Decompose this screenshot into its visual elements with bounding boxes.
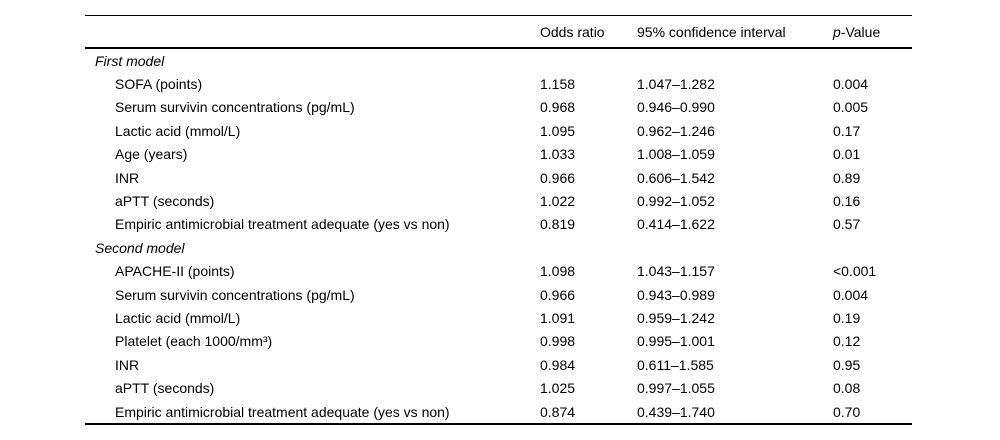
table-row: APACHE-II (points) 1.098 1.043–1.157 <0.001 bbox=[85, 260, 912, 283]
odds-ratio-value: 1.095 bbox=[540, 122, 576, 139]
parameter-label: INR bbox=[115, 356, 140, 373]
table-row: aPTT (seconds) 1.025 0.997–1.055 0.08 bbox=[85, 376, 912, 399]
odds-ratio-value: 0.984 bbox=[540, 356, 576, 373]
table-row: aPTT (seconds) 1.022 0.992–1.052 0.16 bbox=[85, 189, 912, 212]
parameter-label: Empiric antimicrobial treatment adequate… bbox=[115, 216, 450, 233]
confidence-interval-value: 0.611–1.585 bbox=[637, 356, 714, 373]
table-row: Lactic acid (mmol/L) 1.091 0.959–1.242 0.19 bbox=[85, 306, 912, 329]
parameter-label: aPTT (seconds) bbox=[115, 380, 215, 397]
table-row: Serum survivin concentrations (pg/mL) 0.9… bbox=[85, 96, 912, 119]
odds-ratio-value: 0.998 bbox=[540, 333, 576, 350]
table-header-row: Odds ratio 95% confidence interval p-Val… bbox=[85, 16, 912, 47]
header-odds-ratio: Odds ratio bbox=[540, 23, 605, 40]
odds-ratio-value: 1.098 bbox=[540, 263, 576, 280]
odds-ratio-value: 0.874 bbox=[540, 403, 576, 420]
odds-ratio-value: 1.158 bbox=[540, 76, 576, 93]
table-row: Age (years) 1.033 1.008–1.059 0.01 bbox=[85, 143, 912, 166]
odds-ratio-value: 1.025 bbox=[540, 380, 576, 397]
table-row: Platelet (each 1000/mm³) 0.998 0.995–1.001… bbox=[85, 330, 912, 353]
parameter-label: INR bbox=[115, 169, 140, 186]
table-row: Empiric antimicrobial treatment adequate… bbox=[85, 400, 912, 423]
table-row: Lactic acid (mmol/L) 1.095 0.962–1.246 0.17 bbox=[85, 119, 912, 142]
parameter-label: Age (years) bbox=[115, 146, 188, 163]
confidence-interval-value: 0.943–0.989 bbox=[637, 286, 715, 303]
p-value: 0.95 bbox=[833, 356, 861, 373]
parameter-label: Serum survivin concentrations (pg/mL) bbox=[115, 99, 355, 116]
p-value: 0.89 bbox=[833, 169, 861, 186]
p-value: 0.08 bbox=[833, 380, 861, 397]
parameter-label: Platelet (each 1000/mm³) bbox=[115, 333, 273, 350]
table-header-rule bbox=[85, 47, 912, 49]
p-value: 0.16 bbox=[833, 193, 861, 210]
odds-ratio-value: 1.022 bbox=[540, 193, 576, 210]
confidence-interval-value: 1.008–1.059 bbox=[637, 146, 715, 163]
parameter-label: Lactic acid (mmol/L) bbox=[115, 309, 241, 326]
section-label: Second model bbox=[95, 239, 185, 256]
header-p-value-italic-p: p bbox=[833, 23, 841, 40]
parameter-label: APACHE-II (points) bbox=[115, 263, 235, 280]
p-value: 0.01 bbox=[833, 146, 861, 163]
parameter-label: Lactic acid (mmol/L) bbox=[115, 122, 241, 139]
p-value: 0.19 bbox=[833, 309, 861, 326]
p-value: 0.70 bbox=[833, 403, 861, 420]
parameter-label: Serum survivin concentrations (pg/mL) bbox=[115, 286, 355, 303]
section-header-row: First model bbox=[85, 49, 912, 72]
p-value: 0.005 bbox=[833, 99, 869, 116]
confidence-interval-value: 0.946–0.990 bbox=[637, 99, 715, 116]
confidence-interval-value: 0.414–1.622 bbox=[637, 216, 715, 233]
confidence-interval-value: 0.439–1.740 bbox=[637, 403, 715, 420]
header-confidence-interval: 95% confidence interval bbox=[637, 23, 786, 40]
confidence-interval-value: 0.995–1.001 bbox=[637, 333, 715, 350]
parameter-label: SOFA (points) bbox=[115, 76, 203, 93]
confidence-interval-value: 0.606–1.542 bbox=[637, 169, 715, 186]
table-body: First model SOFA (points) 1.158 1.047–1.282… bbox=[85, 49, 912, 423]
p-value: 0.004 bbox=[833, 286, 869, 303]
parameter-label: aPTT (seconds) bbox=[115, 193, 215, 210]
confidence-interval-value: 1.047–1.282 bbox=[637, 76, 715, 93]
p-value: 0.57 bbox=[833, 216, 861, 233]
header-p-value-suffix: -Value bbox=[840, 23, 881, 40]
odds-ratio-value: 1.091 bbox=[540, 309, 576, 326]
odds-ratio-value: 0.966 bbox=[540, 169, 576, 186]
confidence-interval-value: 0.962–1.246 bbox=[637, 122, 715, 139]
confidence-interval-value: 0.997–1.055 bbox=[637, 380, 715, 397]
table-row: Serum survivin concentrations (pg/mL) 0.9… bbox=[85, 283, 912, 306]
p-value: 0.17 bbox=[833, 122, 861, 139]
header-p-value: p-Value bbox=[833, 25, 912, 39]
confidence-interval-value: 0.959–1.242 bbox=[637, 309, 715, 326]
section-header-row: Second model bbox=[85, 236, 912, 259]
table-row: INR 0.984 0.611–1.585 0.95 bbox=[85, 353, 912, 376]
confidence-interval-value: 1.043–1.157 bbox=[637, 263, 715, 280]
table-top-rule bbox=[85, 15, 912, 16]
table-bottom-rule bbox=[85, 423, 912, 426]
confidence-interval-value: 0.992–1.052 bbox=[637, 193, 715, 210]
table-row: Empiric antimicrobial treatment adequate… bbox=[85, 213, 912, 236]
p-value: <0.001 bbox=[833, 263, 877, 280]
odds-ratio-value: 0.966 bbox=[540, 286, 576, 303]
p-value: 0.004 bbox=[833, 76, 869, 93]
regression-results-table: Odds ratio 95% confidence interval p-Val… bbox=[85, 15, 912, 426]
p-value: 0.12 bbox=[833, 333, 861, 350]
section-label: First model bbox=[95, 52, 165, 69]
odds-ratio-value: 1.033 bbox=[540, 146, 576, 163]
table-row: SOFA (points) 1.158 1.047–1.282 0.004 bbox=[85, 72, 912, 95]
odds-ratio-value: 0.819 bbox=[540, 216, 576, 233]
table-row: INR 0.966 0.606–1.542 0.89 bbox=[85, 166, 912, 189]
parameter-label: Empiric antimicrobial treatment adequate… bbox=[115, 403, 450, 420]
odds-ratio-value: 0.968 bbox=[540, 99, 576, 116]
